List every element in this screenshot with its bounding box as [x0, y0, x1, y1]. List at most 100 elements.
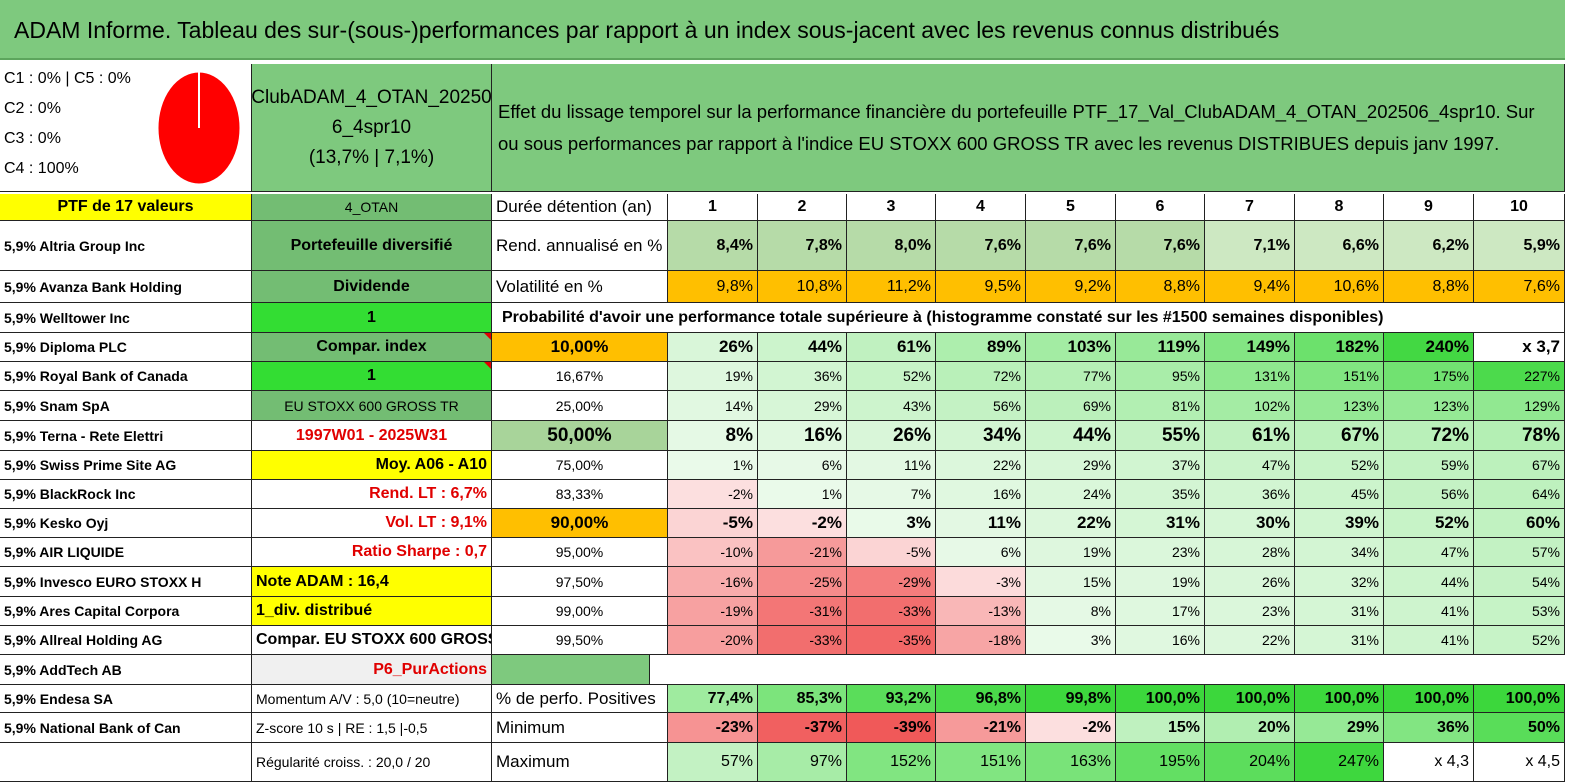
prob-value: -5%: [668, 509, 758, 538]
portfolio-name-line: 6_4spr10: [331, 116, 412, 138]
year-header: 5: [1026, 194, 1116, 221]
info-sharpe: Ratio Sharpe : 0,7: [252, 538, 492, 567]
holding-row: 5,9% Diploma PLC: [0, 333, 252, 362]
pos-value: 100,0%: [1116, 685, 1205, 713]
prob-value: 175%: [1384, 362, 1474, 391]
portfolio-name-line: ClubADAM_4_OTAN_20250: [252, 86, 492, 108]
prob-value: 69%: [1026, 391, 1116, 421]
prob-threshold: 99,50%: [492, 626, 668, 655]
portfolio-name-line: (13,7% | 7,1%): [308, 146, 435, 168]
prob-value: 182%: [1295, 333, 1384, 362]
holding-row: 5,9% Endesa SA: [0, 685, 252, 713]
max-label: Maximum: [492, 743, 668, 782]
info-zscore: Z-score 10 s | RE : 1,5 |-0,5: [252, 713, 492, 743]
prob-value: 23%: [1205, 597, 1295, 626]
rend-value: 8,0%: [847, 221, 936, 271]
prob-value: 72%: [936, 362, 1026, 391]
prob-value: 36%: [1205, 480, 1295, 509]
prob-value: 26%: [668, 333, 758, 362]
min-value: -39%: [847, 713, 936, 743]
max-value: 247%: [1295, 743, 1384, 782]
year-header: 7: [1205, 194, 1295, 221]
prob-value: 67%: [1295, 421, 1384, 451]
prob-value: 19%: [668, 362, 758, 391]
rend-label: Rend. annualisé en %: [492, 221, 668, 271]
holding-row: 5,9% Welltower Inc: [0, 303, 252, 333]
pos-value: 100,0%: [1474, 685, 1565, 713]
prob-value: 43%: [847, 391, 936, 421]
year-header: 8: [1295, 194, 1384, 221]
prob-value: 26%: [847, 421, 936, 451]
prob-value: 123%: [1295, 391, 1384, 421]
prob-value: 56%: [936, 391, 1026, 421]
prob-value: 14%: [668, 391, 758, 421]
class-line: C3 : 0%: [4, 130, 61, 147]
prob-value: -13%: [936, 597, 1026, 626]
info-val1: 1: [252, 303, 492, 333]
holdings-header: PTF de 17 valeurs: [0, 194, 252, 221]
prob-value: 3%: [847, 509, 936, 538]
vol-value: 9,2%: [1026, 271, 1116, 303]
prob-value: -19%: [668, 597, 758, 626]
prob-value: 149%: [1205, 333, 1295, 362]
info-moy: Moy. A06 - A10: [252, 451, 492, 480]
prob-value: -35%: [847, 626, 936, 655]
prob-value: 23%: [1116, 538, 1205, 567]
holding-row: 5,9% AddTech AB: [0, 655, 252, 685]
min-value: 15%: [1116, 713, 1205, 743]
prob-value: 22%: [1026, 509, 1116, 538]
prob-value: 37%: [1116, 451, 1205, 480]
prob-threshold: 16,67%: [492, 362, 668, 391]
rend-value: 7,6%: [1026, 221, 1116, 271]
holding-row: 5,9% BlackRock Inc: [0, 480, 252, 509]
prob-value: 44%: [1384, 567, 1474, 597]
report-title: ADAM Informe. Tableau des sur-(sous-)per…: [0, 0, 1565, 60]
prob-value: 78%: [1474, 421, 1565, 451]
prob-threshold: 99,00%: [492, 597, 668, 626]
rend-value: 7,8%: [758, 221, 847, 271]
info-compar-full: Compar. EU STOXX 600 GROSS TR: [252, 626, 492, 655]
prob-value: 61%: [1205, 421, 1295, 451]
prob-value: 53%: [1474, 597, 1565, 626]
prob-threshold: 10,00%: [492, 333, 668, 362]
prob-value: 95%: [1116, 362, 1205, 391]
holding-row: 5,9% Invesco EURO STOXX H: [0, 567, 252, 597]
prob-value: -5%: [847, 538, 936, 567]
pos-value: 100,0%: [1384, 685, 1474, 713]
class-line: C2 : 0%: [4, 100, 61, 117]
year-header: 6: [1116, 194, 1205, 221]
prob-value: 123%: [1384, 391, 1474, 421]
prob-threshold: 97,50%: [492, 567, 668, 597]
prob-label-end: [1474, 303, 1565, 333]
prob-threshold: 50,00%: [492, 421, 668, 451]
prob-value: -2%: [668, 480, 758, 509]
prob-value: 44%: [758, 333, 847, 362]
max-value: 152%: [847, 743, 936, 782]
prob-value: 31%: [1295, 626, 1384, 655]
prob-value: 34%: [936, 421, 1026, 451]
prob-value: 19%: [1026, 538, 1116, 567]
prob-value: 89%: [936, 333, 1026, 362]
max-value: 57%: [668, 743, 758, 782]
max-value: 97%: [758, 743, 847, 782]
prob-value: 47%: [1384, 538, 1474, 567]
prob-value: 151%: [1295, 362, 1384, 391]
prob-value: 16%: [1116, 626, 1205, 655]
prob-value: 67%: [1474, 451, 1565, 480]
prob-value: -21%: [758, 538, 847, 567]
pos-value: 93,2%: [847, 685, 936, 713]
prob-value: 52%: [1384, 509, 1474, 538]
rend-value: 7,6%: [936, 221, 1026, 271]
prob-value: 52%: [847, 362, 936, 391]
prob-value: 7%: [847, 480, 936, 509]
min-value: 36%: [1384, 713, 1474, 743]
prob-value: 32%: [1295, 567, 1384, 597]
info-div: 1_div. distribué: [252, 597, 492, 626]
info-p6: P6_PurActions: [252, 655, 492, 685]
prob-value: -33%: [758, 626, 847, 655]
max-value: 195%: [1116, 743, 1205, 782]
info-vol: Vol. LT : 9,1%: [252, 509, 492, 538]
min-value: 20%: [1205, 713, 1295, 743]
class-breakdown: C1 : 0% | C5 : 0% C2 : 0% C3 : 0% C4 : 1…: [0, 64, 252, 192]
info-regularite: Régularité croiss. : 20,0 / 20: [252, 743, 492, 782]
